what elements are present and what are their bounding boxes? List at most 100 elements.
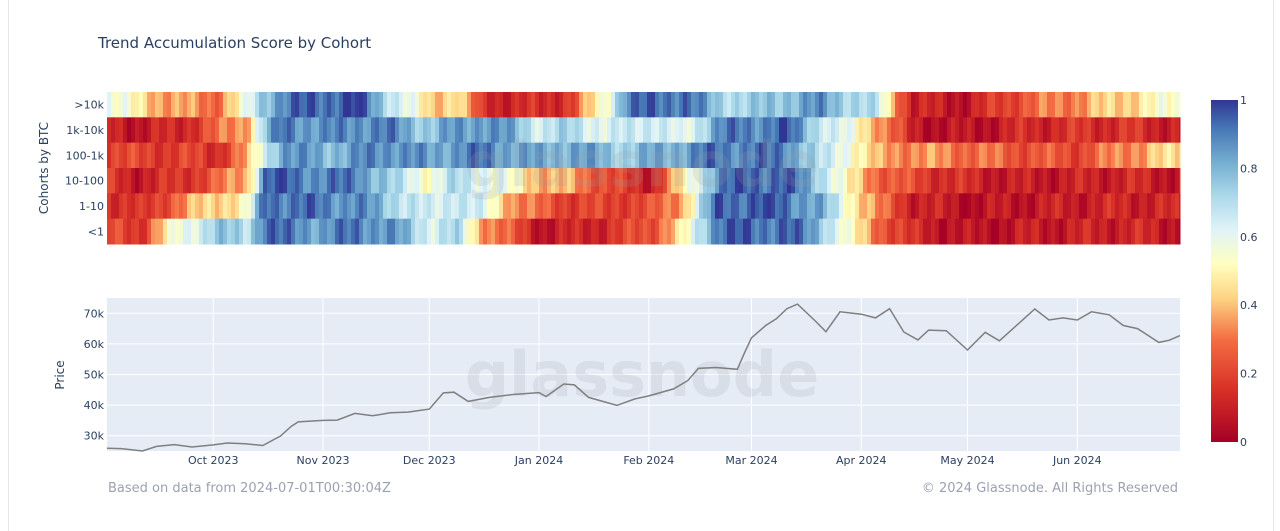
heatmap-cell [1091,92,1096,118]
heatmap-cell [131,168,136,194]
heatmap-cell [1131,218,1136,245]
heatmap-cell [479,218,484,245]
heatmap-cell [1063,218,1068,245]
heatmap-cell [683,193,688,220]
heatmap-cell [1031,117,1036,144]
heatmap-cell [567,168,572,194]
heatmap-cell [1059,117,1064,144]
heatmap-cell [471,117,476,144]
heatmap-cell [903,92,908,118]
heatmap-cell [443,142,448,169]
heatmap-cell [523,193,528,220]
heatmap-cell [511,142,516,169]
heatmap-cell [919,218,924,245]
heatmap-cell [1019,92,1024,118]
heatmap-cell [651,168,656,194]
heatmap-cell [1179,193,1181,220]
heatmap-cell [1135,142,1140,169]
heatmap-cell [931,218,936,245]
heatmap-cell [147,193,152,220]
heatmap-cell [339,218,344,245]
heatmap-cell [175,193,180,220]
heatmap-cell [879,142,884,169]
heatmap-cell [1143,168,1148,194]
heatmap-cell [859,117,864,144]
heatmap-cell [1071,168,1076,194]
heatmap-cell [595,218,600,245]
heatmap-cell [479,117,484,144]
heatmap-cell [199,218,204,245]
heatmap-cell [395,168,400,194]
heatmap-cell [167,193,172,220]
heatmap-cell [671,117,676,144]
heatmap-cell [115,92,120,118]
heatmap-cell [1167,168,1172,194]
heatmap-cell [435,193,440,220]
heatmap-cell [687,92,692,118]
heatmap-cell [203,168,208,194]
heatmap-cell [843,92,848,118]
heatmap-cell [1047,218,1052,245]
heatmap-cell [323,117,328,144]
heatmap-cell [1075,117,1080,144]
heatmap-cell [1043,168,1048,194]
heatmap-cell [619,117,624,144]
heatmap-cell [623,142,628,169]
heatmap-cell [295,193,300,220]
heatmap-cell [191,193,196,220]
heatmap-cell [1179,168,1181,194]
heatmap-cell [355,218,360,245]
heatmap-cell [995,193,1000,220]
heatmap-cell [427,117,432,144]
heatmap-cell [183,218,188,245]
heatmap-cell [631,92,636,118]
heatmap-cell [915,117,920,144]
heatmap-cell [647,168,652,194]
heatmap-cell [915,168,920,194]
heatmap-cell [1167,142,1172,169]
heatmap-cell [227,92,232,118]
heatmap-cell [1159,168,1164,194]
heatmap-cell [691,168,696,194]
heatmap-cell [983,168,988,194]
heatmap-cell [175,142,180,169]
heatmap-cell [827,142,832,169]
heatmap-cell [247,92,252,118]
heatmap-cell [751,92,756,118]
heatmap-cell [559,117,564,144]
heatmap-cell [383,117,388,144]
heatmap-cell [123,117,128,144]
heatmap-cell [979,218,984,245]
heatmap-cell [1067,142,1072,169]
heatmap-cell [763,142,768,169]
heatmap-cell [855,168,860,194]
heatmap-cell [771,117,776,144]
heatmap-cell [475,92,480,118]
heatmap-cell [363,218,368,245]
heatmap-cell [711,168,716,194]
heatmap-cell [171,117,176,144]
heatmap-cell [375,168,380,194]
heatmap-cell [223,92,228,118]
heatmap-cell [695,168,700,194]
heatmap-cell [463,168,468,194]
heatmap-cell [211,92,216,118]
heatmap-cell [887,142,892,169]
heatmap-cell [855,142,860,169]
heatmap-cell [927,218,932,245]
heatmap-cell [1095,117,1100,144]
heatmap-cell [243,218,248,245]
heatmap-cell [355,168,360,194]
heatmap-cell [379,117,384,144]
heatmap-cell [399,117,404,144]
heatmap-cell [955,218,960,245]
heatmap-cell [411,92,416,118]
heatmap-cell [159,218,164,245]
heatmap-cell [803,218,808,245]
heatmap-cell [1139,142,1144,169]
heatmap-cell [731,218,736,245]
heatmap-cell [347,218,352,245]
heatmap-cell [211,168,216,194]
heatmap-cell [503,117,508,144]
heatmap-cell [1147,117,1152,144]
